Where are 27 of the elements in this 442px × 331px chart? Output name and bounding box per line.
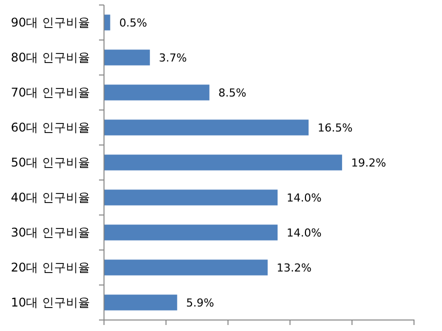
bar (104, 84, 210, 100)
data-label: 0.5% (119, 16, 148, 30)
y-tick-label: 80대 인구비율 (10, 50, 90, 65)
data-label: 16.5% (318, 121, 353, 134)
y-tick-label: 40대 인구비율 (10, 190, 90, 205)
bar (104, 120, 309, 136)
y-tick-label: 70대 인구비율 (10, 86, 90, 100)
data-label: 13.2% (276, 261, 312, 274)
y-tick-label: 90대 인구비율 (10, 16, 90, 30)
data-label: 8.5% (218, 86, 246, 100)
y-tick-label: 50대 인구비율 (10, 156, 90, 170)
data-label: 14.0% (286, 191, 322, 204)
y-tick-label: 20대 인구비율 (10, 260, 90, 275)
bar (104, 14, 110, 30)
y-tick-label: 30대 인구비율 (10, 226, 90, 240)
bar (104, 260, 268, 276)
bar (104, 154, 342, 170)
bar (104, 294, 178, 310)
data-label: 5.9% (186, 296, 214, 310)
y-tick-label: 10대 인구비율 (10, 296, 90, 310)
y-tick-label: 60대 인구비율 (10, 120, 90, 135)
data-label: 19.2% (351, 156, 386, 170)
data-label: 14.0% (286, 226, 322, 240)
data-label: 3.7% (158, 51, 187, 64)
bar (104, 50, 150, 66)
bar (104, 224, 278, 240)
bar (104, 190, 278, 206)
